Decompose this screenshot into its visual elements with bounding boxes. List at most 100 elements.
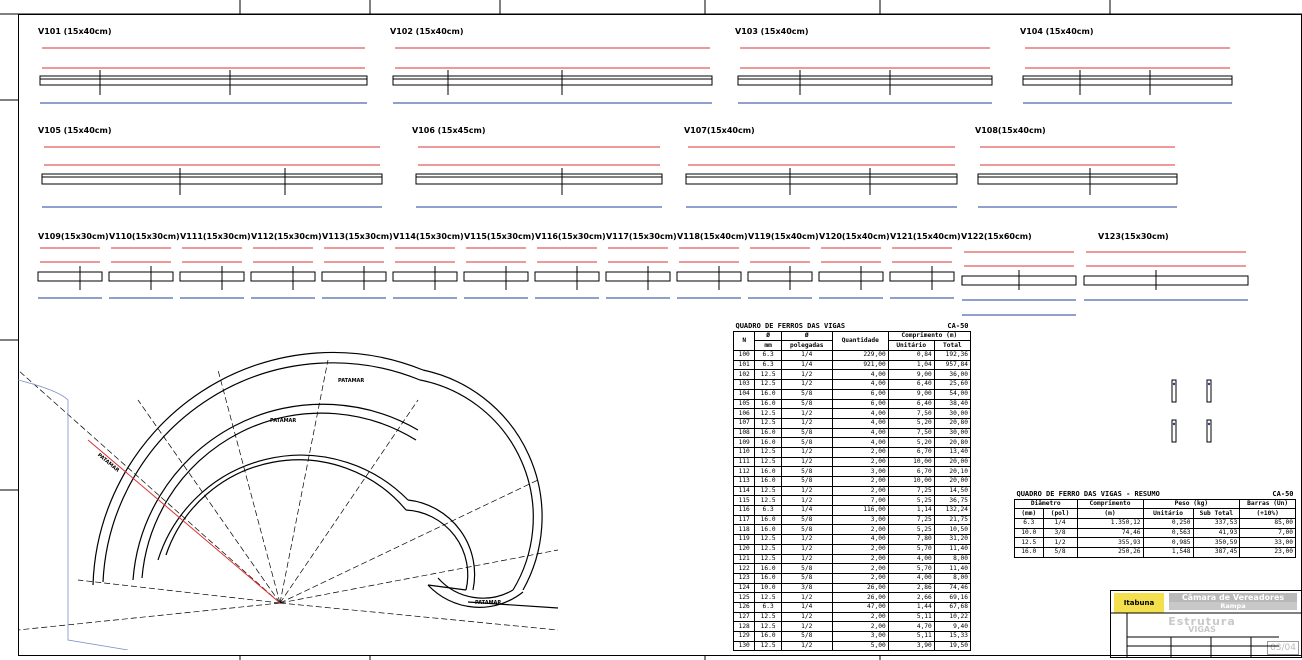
table-cell: 20,00: [933, 456, 972, 468]
table-cell: 12.5: [754, 534, 782, 545]
table-cell: 120: [732, 543, 756, 555]
table-cell: 118: [732, 524, 756, 536]
table-cell: 5,00: [831, 640, 889, 652]
table-cell: 2,00: [831, 572, 889, 584]
table-cell: 132,24: [933, 505, 972, 516]
table-cell: 123: [732, 572, 756, 584]
table-cell: 12.5: [754, 369, 782, 381]
table-cell: 1,548: [1142, 547, 1194, 558]
col-pol: (pol): [1042, 508, 1078, 520]
table-cell: 7,80: [887, 534, 935, 545]
table-row: 124 10.0 3/8 26,00 2,86 74,46: [732, 582, 972, 594]
col-sub: Sub Total: [1192, 508, 1241, 520]
table-cell: 106: [732, 408, 756, 419]
table-cell: 1/2: [780, 417, 833, 429]
table-cell: 16.0: [754, 563, 782, 574]
beam-title-v104: V104 (15x40cm): [1020, 27, 1094, 36]
table-cell: 7,25: [887, 514, 935, 526]
col-barras-sub: (+10%): [1239, 508, 1296, 520]
table-row: 115 12.5 1/2 7,00 5,25 36,75: [732, 495, 972, 507]
table-row: 116 6.3 1/4 116,00 1,14 132,24: [732, 505, 972, 516]
col-diam: Diâmetro: [1014, 498, 1078, 510]
col-mm-sym: Ø: [754, 330, 782, 342]
table-cell: 6,70: [887, 446, 935, 458]
table-cell: 1/2: [780, 543, 833, 555]
table-cell: 1/2: [780, 495, 833, 507]
table-cell: 5,25: [887, 524, 935, 536]
beam-title-v122: V122(15x60cm): [961, 232, 1032, 241]
table-cell: 126: [732, 601, 756, 613]
table-cell: 20,10: [933, 466, 972, 477]
table-cell: 16.0: [1014, 547, 1044, 558]
table-row: 10.0 3/8 74,46 0,563 41,93 7,00: [1014, 527, 1296, 539]
table-cell: 1/4: [780, 601, 833, 613]
summary-grade: CA-50: [1272, 490, 1294, 499]
table-row: 123 16.0 5/8 2,00 4,00 8,00: [732, 572, 972, 584]
table-cell: 103: [732, 379, 756, 390]
table-cell: 3,00: [831, 514, 889, 526]
table-cell: 13,40: [933, 446, 972, 458]
table-row: 110 12.5 1/2 2,00 6,70 13,40: [732, 446, 972, 458]
col-mm: (mm): [1014, 508, 1044, 520]
table-cell: 10.0: [1014, 527, 1044, 539]
table-row: 121 12.5 1/2 2,00 4,00 8,00: [732, 553, 972, 565]
rebar-summary-table: QUADRO DE FERRO DAS VIGAS - RESUMO CA-50…: [1014, 490, 1296, 558]
table-row: 109 16.0 5/8 4,00 5,20 20,80: [732, 437, 972, 448]
table-cell: 1.350,12: [1076, 518, 1144, 529]
col-mm: mm: [754, 340, 782, 352]
table-cell: 3,00: [831, 631, 889, 642]
table-cell: 109: [732, 437, 756, 448]
table-cell: 1/4: [1042, 518, 1078, 529]
table-cell: 6,40: [887, 398, 935, 410]
table-cell: 10,22: [933, 611, 972, 623]
table-cell: 127: [732, 611, 756, 623]
table-cell: 111: [732, 456, 756, 468]
table-row: 102 12.5 1/2 4,00 9,00 36,00: [732, 369, 972, 381]
beam-v102: [392, 47, 713, 104]
table-cell: 5/8: [780, 524, 833, 536]
table-cell: 119: [732, 534, 756, 545]
table-cell: 129: [732, 631, 756, 642]
table-cell: 5/8: [780, 514, 833, 526]
table-cell: 2,00: [831, 446, 889, 458]
table-cell: 130: [732, 640, 756, 652]
table-cell: 30,00: [933, 408, 972, 419]
col-barras: Barras (Un): [1239, 498, 1296, 510]
rebar-table: QUADRO DE FERROS DAS VIGAS CA-50 N Ø Ø Q…: [732, 322, 972, 652]
table-cell: 921,00: [831, 359, 889, 371]
table-cell: 1,04: [887, 359, 935, 371]
table-cell: 1/4: [780, 505, 833, 516]
table-cell: 21,75: [933, 514, 972, 526]
beam-v101: [39, 47, 368, 104]
table-cell: 3/8: [780, 582, 833, 594]
table-cell: 0,985: [1142, 537, 1194, 549]
table-cell: 1/2: [780, 621, 833, 632]
col-pol-sym: Ø: [780, 330, 833, 342]
table-cell: 16.0: [754, 466, 782, 477]
table-cell: 7,00: [831, 495, 889, 507]
table-cell: 192,36: [933, 350, 972, 361]
table-row: 113 16.0 5/8 2,00 10,00 20,00: [732, 476, 972, 487]
table-cell: 1/2: [780, 369, 833, 381]
table-cell: 3,90: [887, 640, 935, 652]
table-row: 127 12.5 1/2 2,00 5,11 10,22: [732, 611, 972, 623]
table-cell: 2,00: [831, 524, 889, 536]
table-cell: 4,00: [831, 427, 889, 439]
table-cell: 36,75: [933, 495, 972, 507]
table-cell: 1,14: [887, 505, 935, 516]
beam-title-v107: V107(15x40cm): [684, 126, 755, 135]
beam-v103: [737, 47, 993, 104]
table-cell: 12.5: [754, 640, 782, 652]
table-cell: 5,20: [887, 437, 935, 448]
table-cell: 5,70: [887, 563, 935, 574]
table-cell: 4,00: [831, 408, 889, 419]
table-cell: 116,00: [831, 505, 889, 516]
beam-title-v115: V115(15x30cm): [464, 232, 535, 241]
table-cell: 350,59: [1192, 537, 1241, 549]
table-cell: 16.0: [754, 631, 782, 642]
table-cell: 100: [732, 350, 756, 361]
table-cell: 4,00: [831, 437, 889, 448]
table-cell: 229,00: [831, 350, 889, 361]
table-row: 128 12.5 1/2 2,00 4,70 9,40: [732, 621, 972, 632]
table-cell: 2,00: [831, 456, 889, 468]
